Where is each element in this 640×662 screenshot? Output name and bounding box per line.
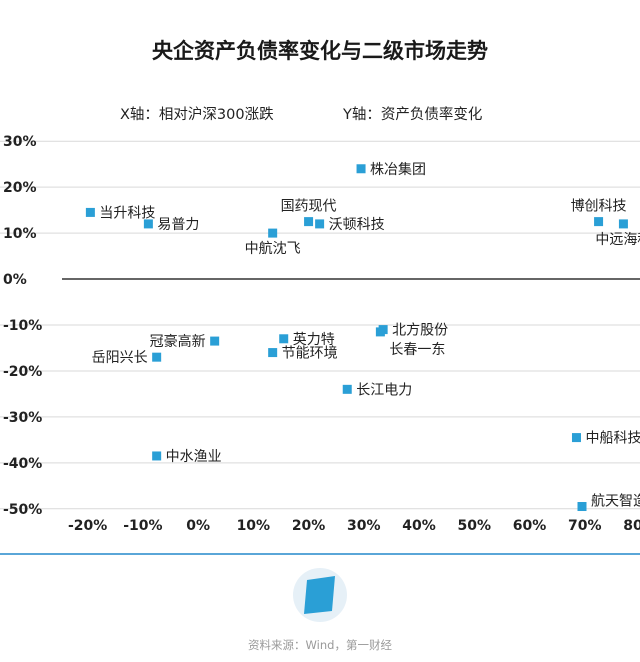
x-tick-label: -20% [68,518,107,534]
data-point [210,336,220,346]
data-point [268,228,278,238]
data-point-label: 节能环境 [282,346,338,362]
grid-lines [0,140,640,510]
data-point-label: 岳阳兴长 [92,350,148,366]
x-tick-label: 30% [347,518,381,534]
data-point [594,217,604,227]
data-point [279,334,289,344]
data-point-label: 北方股份 [392,323,448,339]
y-tick-label: 10% [3,226,37,242]
x-tick-label: 80% [623,518,640,534]
data-point [342,384,352,394]
x-tick-labels: -20% -10% 0% 10% 20% 30% 40% 50% 60% 70% 80% [68,518,640,534]
y-tick-label: -30% [3,410,42,426]
data-point [618,219,628,229]
data-point-label: 中船科技 [585,431,640,447]
x-axis-label: X轴：相对沪深300涨跌 [120,106,274,123]
data-point [375,327,385,337]
logo-icon [304,576,335,614]
y-tick-label: -50% [3,502,42,518]
x-tick-label: 40% [402,518,436,534]
data-point [571,433,581,443]
data-point [152,352,162,362]
y-tick-label: 30% [3,134,37,150]
data-point-label: 英力特 [293,331,335,348]
x-tick-label: 70% [568,518,602,534]
data-point-label: 长江电力 [356,382,412,398]
y-tick-label: -20% [3,364,42,380]
data-point-label: 株冶集团 [370,161,426,178]
y-axis-label: Y轴：资产负债率变化 [342,106,482,123]
data-point-label: 国药现代 [281,199,337,215]
x-tick-label: 20% [292,518,326,534]
y-tick-label: 20% [3,180,37,196]
data-point-label: 沃顿科技 [329,217,385,233]
data-point-label: 长春一东 [389,342,445,358]
data-point [152,451,162,461]
data-point-label: 博创科技 [571,198,627,215]
data-point [268,348,278,358]
data-point [577,502,587,512]
brand-logo [293,568,347,622]
x-tick-label: 10% [237,518,271,534]
y-tick-labels: 30% 20% 10% 0% -10% -20% -30% -40% -50% [3,134,42,518]
x-tick-label: 50% [458,518,492,534]
x-tick-label: 60% [513,518,547,534]
data-point-label: 当升科技 [99,205,155,221]
data-point [143,219,153,229]
data-point [315,219,325,229]
data-point [356,164,366,174]
y-tick-label: -40% [3,456,42,472]
data-point [304,217,314,227]
x-tick-label: -10% [123,518,162,534]
chart-title: 央企资产负债率变化与二级市场走势 [152,39,488,63]
source-note: 资料来源：Wind，第一财经 [248,638,392,652]
y-tick-label: -10% [3,318,42,334]
data-point-label: 冠豪高新 [150,333,206,350]
data-point [85,207,95,217]
data-point-label: 易普力 [157,217,199,233]
data-point-label: 中航沈飞 [245,241,301,257]
data-point-label: 中水渔业 [166,449,222,465]
data-point-label: 航天智造 [591,494,640,510]
x-tick-label: 0% [186,518,210,534]
y-tick-label: 0% [3,272,27,288]
data-point-label: 中远海科 [595,232,640,248]
